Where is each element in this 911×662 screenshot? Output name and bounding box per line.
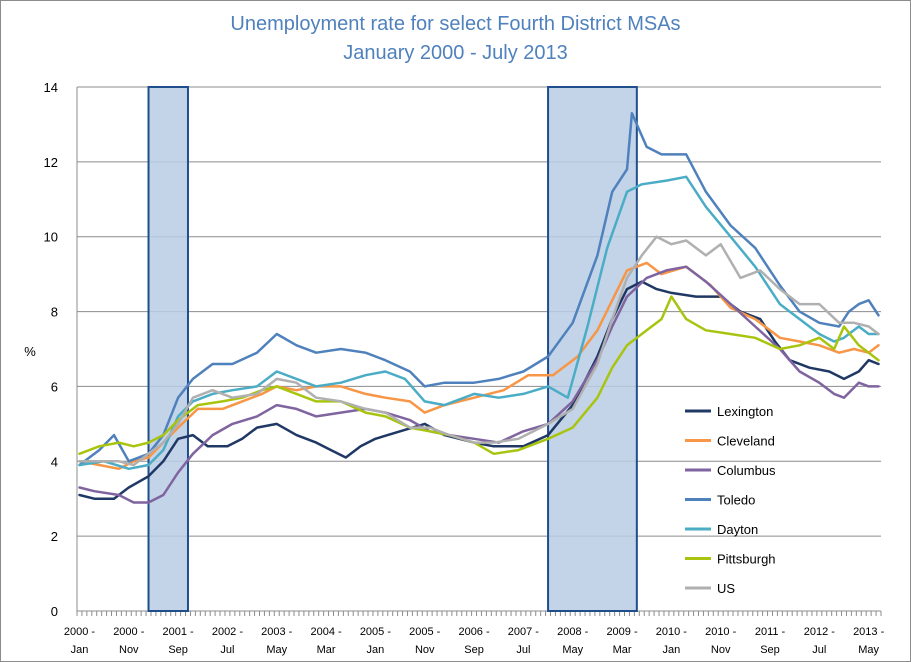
x-tick-label-month: May [562,644,583,656]
x-tick-label-year: 2012 - [804,626,836,638]
x-tick-label-year: 2010 - [705,626,737,638]
x-tick-label-month: Jan [662,644,680,656]
series-line-columbus [78,265,880,504]
x-tick-label-year: 2011 - [755,626,786,638]
x-tick-label-month: Jul [516,644,530,656]
legend-label-toledo: Toledo [717,493,755,508]
x-tick-label-year: 2009 - [606,626,638,638]
legend-label-lexington: Lexington [717,404,773,419]
series-line-pittsburgh [78,295,880,456]
y-tick-label: 2 [51,529,58,544]
series-line-cleveland [78,261,880,471]
x-tick-label-month: May [858,644,879,656]
x-tick-label-year: 2001 - [163,626,195,638]
y-axis-label: % [24,344,36,359]
recession-band-2 [547,86,638,612]
x-tick-label-month: Nov [119,644,139,656]
x-tick-label-year: 2013 - [853,626,885,638]
x-tick-label-month: Sep [760,644,780,656]
legend-label-us: US [717,581,735,596]
x-tick-label-month: Jul [220,644,234,656]
x-tick-label-month: May [266,644,287,656]
x-tick-label-month: Nov [711,644,731,656]
x-tick-label-year: 2008 - [557,626,589,638]
x-tick-label-month: Jan [71,644,89,656]
y-tick-label: 0 [51,604,58,619]
y-tick-label: 14 [44,80,58,95]
chart-subtitle: January 2000 - July 2013 [343,42,568,64]
legend-label-cleveland: Cleveland [717,434,775,449]
x-tick-label-year: 2005 - [360,626,392,638]
x-tick-label-year: 2000 - [64,626,96,638]
y-tick-label: 6 [51,379,58,394]
legend-label-columbus: Columbus [717,463,776,478]
x-tick-label-month: Nov [415,644,435,656]
y-tick-label: 8 [51,305,58,320]
y-tick-label: 4 [51,454,58,469]
y-tick-label: 12 [44,155,58,170]
x-tick-label-year: 2002 - [212,626,244,638]
legend-label-pittsburgh: Pittsburgh [717,552,776,567]
x-tick-label-year: 2005 - [409,626,441,638]
series-line-toledo [78,111,880,467]
series-line-us [78,235,880,467]
recession-band-1 [147,86,189,612]
x-tick-label-year: 2010 - [656,626,688,638]
x-tick-label-year: 2007 - [508,626,540,638]
x-tick-label-year: 2004 - [310,626,342,638]
x-tick-label-month: Mar [613,644,632,656]
legend-label-dayton: Dayton [717,522,758,537]
x-tick-label-month: Mar [317,644,336,656]
x-tick-label-month: Sep [168,644,188,656]
x-tick-label-year: 2006 - [458,626,490,638]
x-tick-label-year: 2000 - [113,626,145,638]
y-tick-label: 10 [44,230,58,245]
x-tick-label-month: Jan [367,644,385,656]
series-line-dayton [78,175,880,471]
x-tick-label-month: Jul [812,644,826,656]
x-tick-label-year: 2003 - [261,626,293,638]
x-tick-label-month: Sep [464,644,484,656]
chart-title: Unemployment rate for select Fourth Dist… [230,13,681,35]
